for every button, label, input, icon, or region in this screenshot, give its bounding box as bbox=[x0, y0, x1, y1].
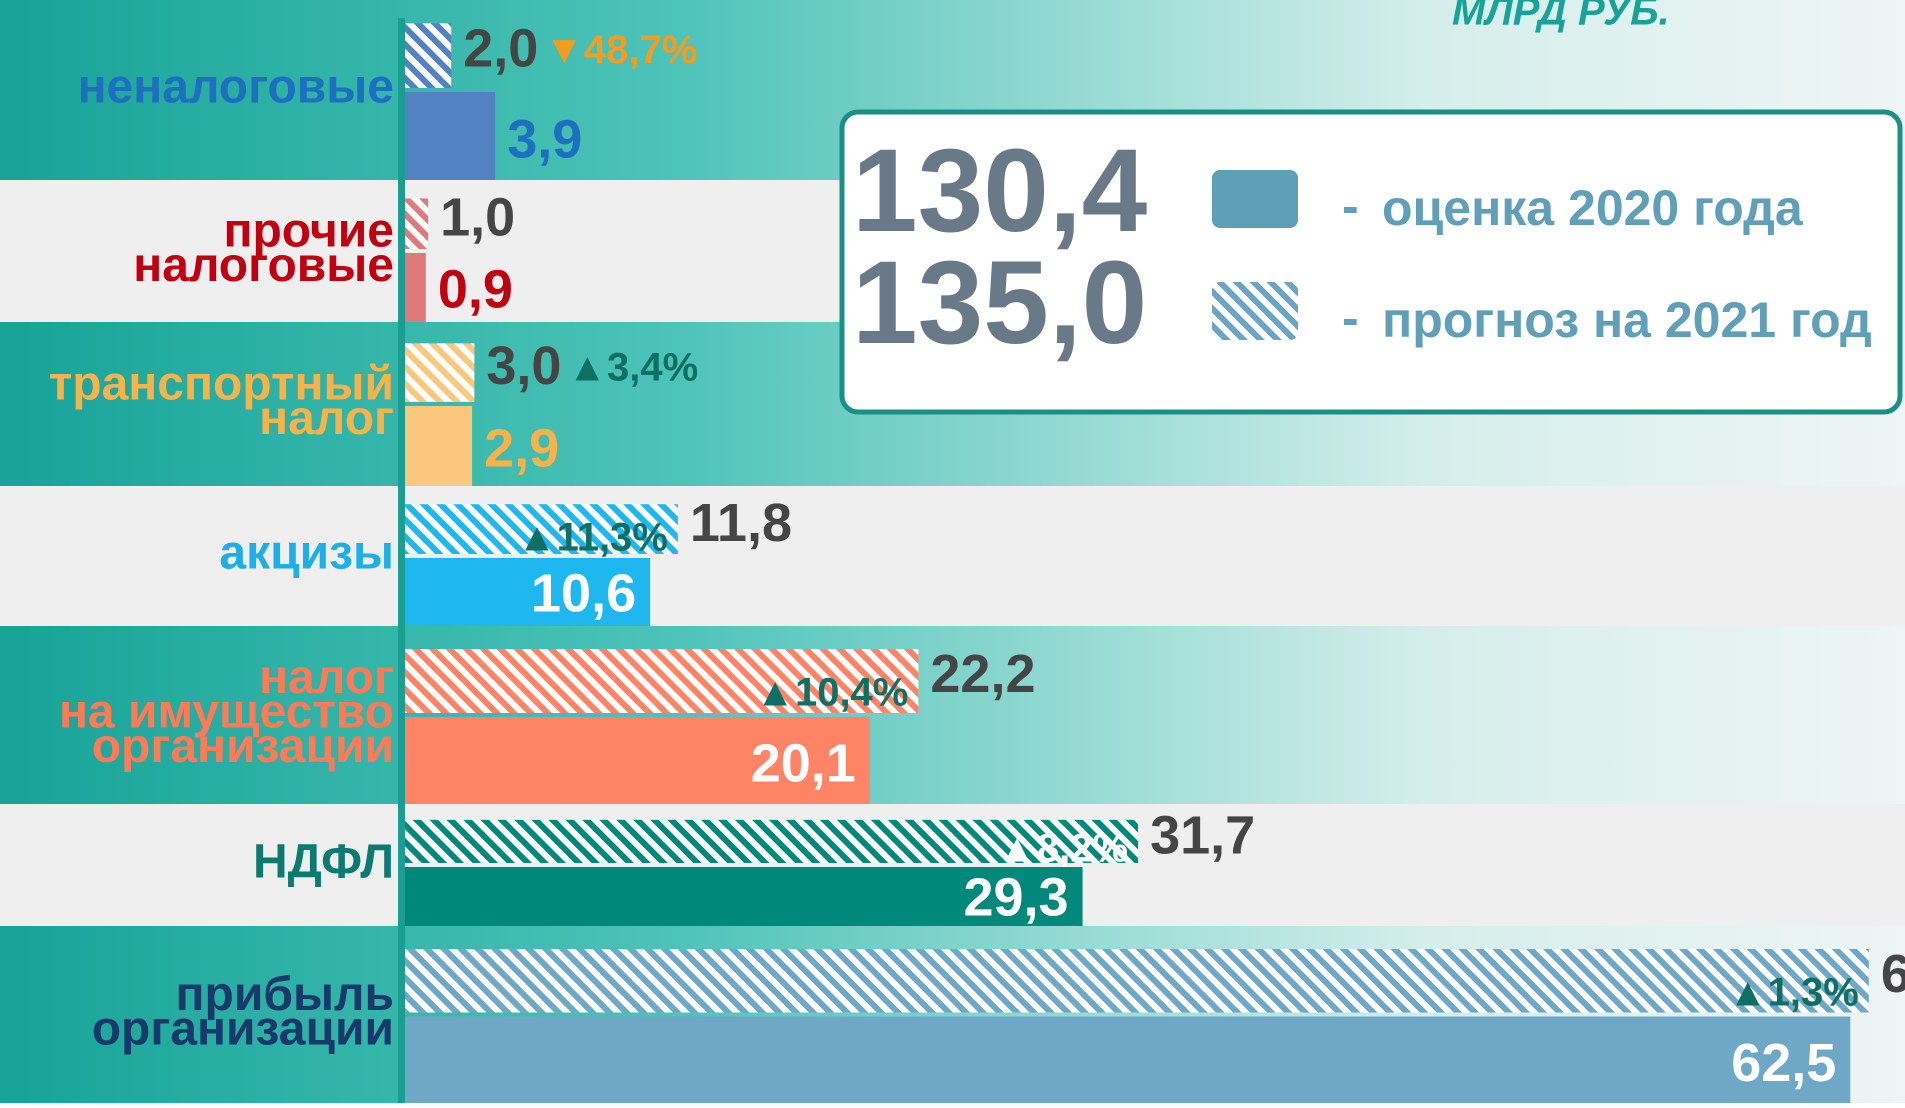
change-label: ▲3,4% bbox=[567, 345, 698, 389]
row-band bbox=[0, 486, 1905, 626]
category-label: НДФЛ bbox=[253, 836, 394, 889]
bar-forecast bbox=[405, 23, 452, 88]
value-label: 11,8 bbox=[690, 493, 792, 553]
category-label: на имущество bbox=[59, 686, 394, 739]
category-label: налоговые bbox=[133, 239, 394, 292]
category-label: организации bbox=[92, 1002, 394, 1055]
bar-forecast bbox=[405, 343, 475, 402]
legend-dash: - bbox=[1342, 290, 1359, 346]
change-label: ▲8,2% bbox=[997, 826, 1128, 870]
change-label: ▲10,4% bbox=[755, 671, 908, 715]
bar-estimate bbox=[405, 253, 426, 322]
category-label: налог bbox=[259, 392, 394, 445]
category-label: неналоговые bbox=[78, 61, 394, 114]
bar-forecast bbox=[405, 649, 919, 713]
change-label: ▲1,3% bbox=[1728, 970, 1859, 1014]
axis-line bbox=[398, 18, 405, 1103]
category-label: акцизы bbox=[219, 527, 394, 580]
bar-estimate bbox=[405, 717, 870, 804]
legend-dash: - bbox=[1342, 178, 1359, 234]
legend-box bbox=[839, 109, 1903, 415]
bar-estimate bbox=[405, 92, 496, 180]
unit-label: МЛРД РУБ. bbox=[1452, 0, 1670, 34]
change-label: ▲11,3% bbox=[517, 516, 668, 560]
bar-estimate bbox=[405, 1016, 1851, 1103]
value-label: 3,9 bbox=[507, 109, 582, 169]
category-label: организации bbox=[92, 720, 394, 773]
value-label: 0,9 bbox=[438, 259, 513, 319]
legend-total: 130,4 bbox=[852, 125, 1147, 257]
bar-forecast bbox=[405, 504, 678, 554]
legend-swatch bbox=[1212, 170, 1298, 228]
category-label: транспортный bbox=[49, 357, 394, 410]
value-label: 2,9 bbox=[484, 419, 559, 479]
value-label: 2,0 bbox=[463, 19, 538, 79]
category-label: налог bbox=[259, 651, 394, 704]
bar-forecast bbox=[405, 198, 429, 249]
bar-estimate bbox=[405, 867, 1083, 926]
category-label: прочие bbox=[223, 204, 394, 257]
value-label: 29,3 bbox=[963, 867, 1068, 927]
change-label: ▼48,7% bbox=[544, 28, 697, 72]
value-label: 22,2 bbox=[930, 644, 1035, 704]
value-label: 1,0 bbox=[440, 187, 515, 247]
value-label: 31,7 bbox=[1150, 806, 1255, 866]
bar-forecast bbox=[405, 949, 1869, 1013]
category-label: прибыль bbox=[176, 968, 394, 1021]
legend-total: 135,0 bbox=[852, 237, 1147, 369]
value-label: 3,0 bbox=[486, 336, 561, 396]
value-label: 63,3 bbox=[1881, 944, 1905, 1004]
bar-forecast bbox=[405, 819, 1139, 863]
legend-label: оценка 2020 года bbox=[1382, 180, 1804, 236]
value-label: 62,5 bbox=[1731, 1033, 1836, 1093]
row-band bbox=[0, 626, 1905, 804]
value-label: 20,1 bbox=[751, 734, 856, 794]
legend-label: прогноз на 2021 год bbox=[1382, 292, 1872, 348]
bar-estimate bbox=[405, 406, 473, 486]
bar-estimate bbox=[405, 558, 651, 626]
legend-swatch bbox=[1212, 282, 1298, 340]
value-label: 10,6 bbox=[531, 564, 636, 624]
